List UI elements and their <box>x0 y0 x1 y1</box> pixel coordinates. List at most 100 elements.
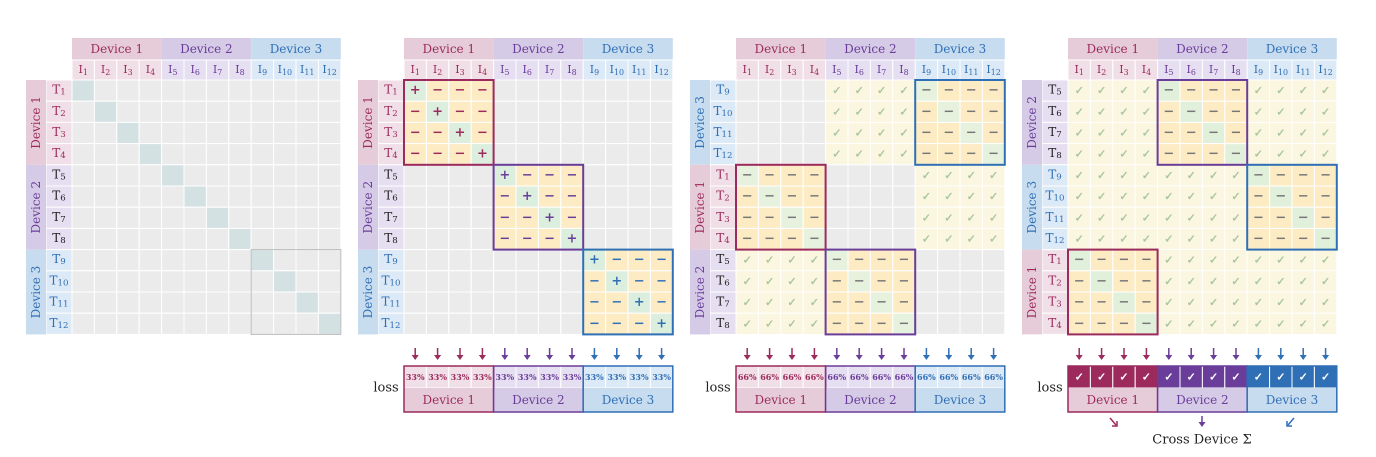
cell-symbol: ✓ <box>1321 275 1330 288</box>
cell-symbol: ✓ <box>1119 190 1128 203</box>
cell-symbol: ✓ <box>1142 190 1151 203</box>
matrix-cell <box>93 164 118 187</box>
matrix-cell <box>93 79 118 102</box>
image-label: I6 <box>191 63 200 77</box>
cell-symbol: − <box>611 316 622 331</box>
loss-value: 33% <box>406 372 425 382</box>
cell-symbol: ✓ <box>1299 254 1308 267</box>
panel-4: Device 1 Device 2 Device 3 I1 I2 I3 I4 I5 I6 I7 I8… <box>1022 38 1338 448</box>
image-label: I6 <box>1187 63 1196 77</box>
matrix-cell <box>183 100 207 123</box>
matrix-cell <box>448 164 472 187</box>
cell-symbol: − <box>1298 189 1309 204</box>
text-label: T7 <box>52 210 66 225</box>
loss-label: loss <box>705 381 730 396</box>
cell-symbol: − <box>432 126 443 141</box>
matrix-cell <box>183 249 207 272</box>
text-label: T4 <box>1048 316 1062 331</box>
cell-symbol: − <box>477 83 488 98</box>
loss-value: ✓ <box>1276 371 1285 384</box>
cell-symbol: − <box>1231 126 1242 141</box>
column-device-header <box>1247 38 1337 60</box>
cell-symbol: ✓ <box>1231 275 1240 288</box>
matrix-cell <box>959 249 983 272</box>
loss-device-label: Device 1 <box>754 393 807 407</box>
cell-symbol: ✓ <box>765 317 774 330</box>
matrix-cell <box>295 206 319 229</box>
cell-symbol: ✓ <box>1097 169 1106 182</box>
row-device-header <box>1022 164 1042 250</box>
matrix-cell <box>250 121 275 145</box>
matrix-cell <box>757 143 782 166</box>
loss-device-footer <box>825 388 916 412</box>
cell-symbol: + <box>656 316 667 331</box>
matrix-cell <box>403 206 427 229</box>
matrix-cell <box>470 312 495 335</box>
matrix-cell <box>560 143 584 166</box>
cell-symbol: ✓ <box>1209 233 1218 246</box>
loss-device-label: Device 3 <box>934 393 987 407</box>
cell-symbol: ✓ <box>1276 296 1285 309</box>
matrix-cell <box>515 121 539 145</box>
matrix-cell <box>582 185 607 208</box>
matrix-cell <box>515 143 539 166</box>
matrix-cell <box>403 249 427 272</box>
matrix-cell <box>116 121 140 145</box>
row-device-header <box>26 80 46 165</box>
matrix-cell <box>317 270 342 293</box>
row-device-header <box>1022 80 1042 165</box>
loss-value: 66% <box>917 372 936 382</box>
image-label: I5 <box>500 63 509 77</box>
matrix-cell <box>317 227 342 251</box>
cell-symbol: + <box>410 83 421 98</box>
cell-symbol: − <box>764 210 775 225</box>
matrix-cell <box>448 206 472 229</box>
cell-symbol: ✓ <box>810 254 819 267</box>
matrix-cell <box>93 185 118 208</box>
matrix-cell <box>273 143 297 166</box>
matrix-cell <box>470 291 495 314</box>
cell-symbol: ✓ <box>1321 84 1330 97</box>
column-device-header <box>161 38 252 60</box>
matrix-cell <box>183 121 207 145</box>
cell-symbol: ✓ <box>877 127 886 140</box>
matrix-cell <box>71 206 95 229</box>
matrix-cell <box>802 121 827 145</box>
text-label: T4 <box>384 146 398 161</box>
matrix-cell <box>735 143 759 166</box>
loss-value: 66% <box>962 372 981 382</box>
cell-symbol: − <box>1186 104 1197 119</box>
cell-symbol: − <box>589 295 600 310</box>
matrix-cell <box>560 100 584 123</box>
text-label: T11 <box>714 125 733 140</box>
image-label: I3 <box>1119 63 1128 77</box>
active-block-outline <box>403 79 495 166</box>
matrix-cell <box>71 227 95 251</box>
loss-label: loss <box>373 381 398 396</box>
cell-symbol: − <box>1141 295 1152 310</box>
matrix-cell <box>295 249 319 272</box>
cell-symbol: ✓ <box>1142 148 1151 161</box>
image-label: I2 <box>101 63 110 77</box>
image-label: I7 <box>877 63 886 77</box>
matrix-cell <box>448 249 472 272</box>
text-label: T8 <box>384 231 398 246</box>
block-outline <box>250 249 342 335</box>
matrix-cell <box>914 270 939 293</box>
row-device-label: Device 1 <box>693 181 707 234</box>
cell-symbol: − <box>988 126 999 141</box>
matrix-cell <box>560 312 584 335</box>
matrix-cell <box>869 185 894 208</box>
matrix-cell <box>981 249 1006 272</box>
matrix-cell <box>981 291 1006 314</box>
matrix-cell <box>649 185 674 208</box>
cell-symbol: − <box>455 83 466 98</box>
cell-symbol: ✓ <box>1209 254 1218 267</box>
matrix-cell <box>295 100 319 123</box>
matrix-cell <box>228 312 252 335</box>
matrix-cell <box>250 79 275 102</box>
cell-symbol: ✓ <box>743 275 752 288</box>
image-label: I2 <box>1097 63 1106 77</box>
cell-symbol: ✓ <box>787 296 796 309</box>
matrix-cell <box>317 100 342 123</box>
